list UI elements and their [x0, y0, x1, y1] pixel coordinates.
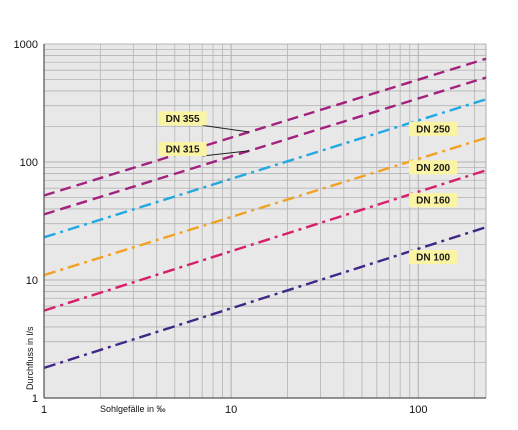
label-dn-250: DN 250	[416, 124, 450, 135]
y-tick-label: 100	[20, 157, 38, 169]
series-line-dn-315	[43, 76, 487, 216]
y-tick-label: 1	[32, 393, 38, 405]
grid-lines	[43, 43, 487, 399]
label-dn-355: DN 355	[166, 114, 200, 125]
y-tick-label: 1000	[14, 39, 38, 51]
series-line-dn-355	[43, 57, 487, 197]
label-dn-100-box	[409, 250, 458, 265]
annotation-layer: DN 355 DN 315 DN 250 DN 200 DN 160 DN 100	[158, 111, 458, 265]
label-dn-160: DN 160	[416, 196, 450, 207]
x-tick-label: 10	[225, 404, 237, 416]
label-dn-315: DN 315	[166, 144, 200, 155]
y-axis-title: Durchfluss in l/s	[25, 326, 35, 390]
label-dn-100: DN 100	[416, 253, 450, 264]
label-dn-200: DN 200	[416, 163, 450, 174]
label-dn-355-leader	[202, 124, 250, 133]
axis-layer: 1 10 100 1000 1 10 100	[14, 39, 486, 416]
label-dn-315-box	[158, 141, 207, 156]
x-tick-label: 100	[409, 404, 427, 416]
label-dn-355-box	[158, 111, 207, 126]
x-axis-title: Sohlgefälle in ‰	[100, 404, 166, 414]
label-dn-160-box	[409, 193, 458, 208]
label-dn-315-leader	[202, 150, 250, 157]
plot-background	[44, 44, 486, 398]
y-tick-label: 10	[26, 275, 38, 287]
label-dn-200-box	[409, 160, 458, 175]
x-tick-label: 1	[41, 404, 47, 416]
label-dn-250-box	[409, 121, 458, 136]
